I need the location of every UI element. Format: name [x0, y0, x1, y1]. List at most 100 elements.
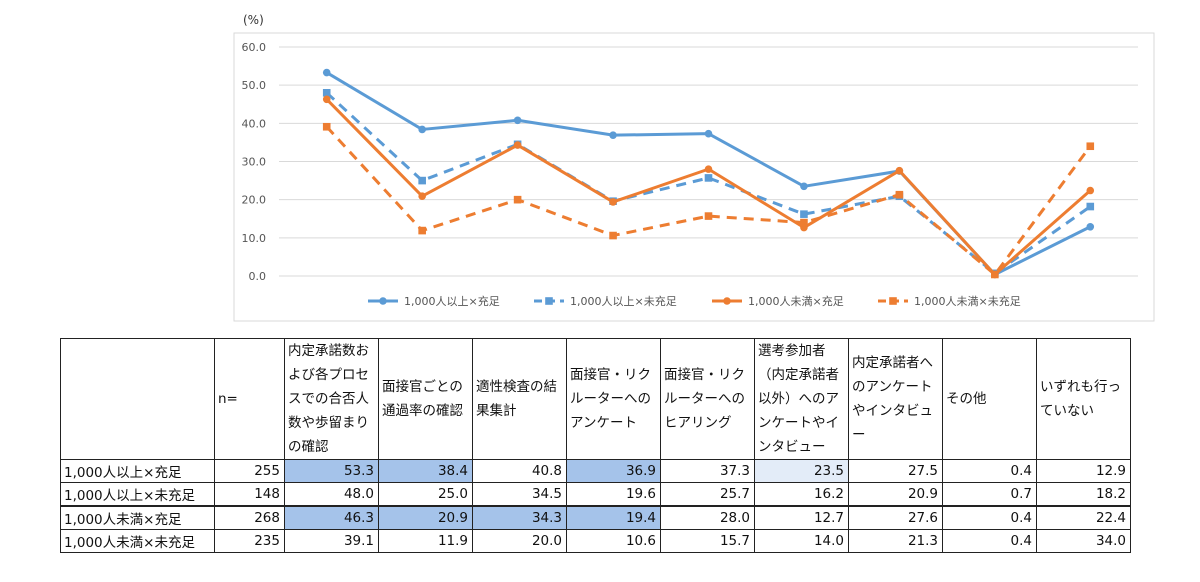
table-value-cell: 46.3: [284, 505, 379, 530]
table-value-cell: 15.7: [660, 529, 755, 553]
table-header-cell: n=: [214, 338, 285, 460]
table-value-cell: 25.0: [378, 482, 473, 507]
table-value-cell: 48.0: [284, 482, 379, 507]
table-value-cell: 23.5: [754, 459, 849, 483]
series-layer: [322, 68, 1095, 279]
table-value-cell: 0.7: [942, 482, 1037, 507]
legend-label: 1,000人未満×未充足: [914, 294, 1021, 308]
table-row: 1,000人以上×充足 255 53.3 38.4 40.8 36.9 37.3 23.5 27…: [60, 459, 1131, 483]
legend-item: 1,000人未満×充足: [712, 294, 844, 308]
table-body: n= 内定承諾数および各プロセスでの合否人数や歩留まりの確認 面接官ごとの通過率の確…: [60, 338, 1131, 553]
table-header-cell: 適性検査の結果集計: [472, 338, 567, 460]
legend-label: 1,000人以上×未充足: [570, 294, 677, 308]
plot-area-border: [233, 32, 1155, 322]
table-value-cell: 11.9: [378, 529, 473, 553]
data-point: [704, 174, 713, 182]
table-value-cell: 21.3: [848, 529, 943, 553]
y-tick-label: 20.0: [242, 194, 267, 207]
table-row-label: 1,000人未満×充足: [60, 505, 215, 530]
data-point: [1086, 222, 1095, 231]
table-value-cell: 19.4: [566, 505, 661, 530]
data-point: [513, 116, 522, 125]
data-point: [322, 89, 331, 97]
table-value-cell: 53.3: [284, 459, 379, 483]
data-point: [704, 165, 713, 173]
table-header-cell: 内定承諾数および各プロセスでの合否人数や歩留まりの確認: [284, 338, 379, 460]
table-value-cell: 19.6: [566, 482, 661, 507]
table-n-cell: 148: [214, 482, 285, 507]
table-row-label: 1,000人以上×未充足: [60, 482, 215, 507]
table-row-label: 1,000人未満×未充足: [60, 529, 215, 553]
table-value-cell: 37.3: [660, 459, 755, 483]
legend-marker: [379, 297, 387, 305]
table-value-cell: 0.4: [942, 529, 1037, 553]
table-value-cell: 34.3: [472, 505, 567, 530]
data-point: [609, 198, 617, 206]
legend-marker: [889, 297, 897, 305]
data-point: [800, 218, 808, 227]
legend-marker: [723, 297, 731, 305]
data-point: [800, 210, 808, 218]
table-value-cell: 20.9: [378, 505, 473, 530]
line-chart: (%) 0.0 10.0 20.0 30.0 40.0 50.0 60.0 1,000人以上…: [233, 13, 1155, 322]
table-value-cell: 18.2: [1036, 482, 1131, 507]
data-point: [418, 226, 426, 235]
table-value-cell: 16.2: [754, 482, 849, 507]
table-value-cell: 14.0: [754, 529, 849, 553]
table-header-cell: その他: [942, 338, 1037, 460]
line-chart-svg: (%) 0.0 10.0 20.0 30.0 40.0 50.0 60.0 1,000人以上…: [233, 13, 1155, 322]
data-point: [895, 190, 904, 199]
table-header-cell: 内定承諾者へのアンケートやインタビュー: [848, 338, 943, 460]
data-point: [322, 95, 331, 104]
table-value-cell: 38.4: [378, 459, 473, 483]
table-row: 1,000人未満×未充足 235 39.1 11.9 20.0 10.6 15.7 14.0 2…: [60, 529, 1131, 553]
data-table: n= 内定承諾数および各プロセスでの合否人数や歩留まりの確認 面接官ごとの通過率の確…: [60, 338, 1131, 553]
table-value-cell: 34.0: [1036, 529, 1131, 553]
table-value-cell: 0.4: [942, 459, 1037, 483]
series-4: [322, 122, 1095, 279]
data-point: [418, 176, 426, 185]
table-n-cell: 268: [214, 505, 285, 530]
y-tick-label: 0.0: [249, 270, 267, 283]
table-n-cell: 235: [214, 529, 285, 553]
data-point: [704, 212, 713, 220]
y-tick-label: 60.0: [242, 41, 267, 54]
table-value-cell: 28.0: [660, 505, 755, 530]
legend-label: 1,000人以上×充足: [404, 294, 500, 308]
data-point: [418, 192, 426, 201]
table-value-cell: 20.0: [472, 529, 567, 553]
data-point: [513, 141, 522, 149]
table-value-cell: 20.9: [848, 482, 943, 507]
data-point: [800, 182, 808, 191]
table-value-cell: 25.7: [660, 482, 755, 507]
y-unit-label: (%): [243, 13, 264, 27]
table-value-cell: 27.6: [848, 505, 943, 530]
table-header-cell: 面接官・リクルーターへのヒアリング: [660, 338, 755, 460]
data-point: [1086, 142, 1095, 151]
table-value-cell: 0.4: [942, 505, 1037, 530]
legend-item: 1,000人未満×未充足: [878, 294, 1021, 308]
data-point: [1086, 202, 1095, 211]
table-n-cell: 255: [214, 459, 285, 483]
table-value-cell: 36.9: [566, 459, 661, 483]
table-row: 1,000人未満×充足 268 46.3 20.9 34.3 19.4 28.0 12.7 27…: [60, 505, 1131, 530]
legend-label: 1,000人未満×充足: [748, 294, 844, 308]
data-point: [322, 68, 331, 77]
data-point: [991, 270, 999, 279]
data-point: [418, 125, 426, 134]
data-point: [895, 166, 904, 175]
y-tick-label: 10.0: [242, 232, 267, 245]
table-value-cell: 27.5: [848, 459, 943, 483]
data-point: [704, 129, 713, 138]
y-tick-labels: 0.0 10.0 20.0 30.0 40.0 50.0 60.0: [242, 41, 267, 283]
table-header-cell: 面接官ごとの通過率の確認: [378, 338, 473, 460]
y-tick-label: 50.0: [242, 79, 267, 92]
table-value-cell: 40.8: [472, 459, 567, 483]
data-point: [1086, 186, 1095, 195]
table-header-cell: いずれも行っていない: [1036, 338, 1131, 460]
data-point: [609, 131, 617, 139]
y-tick-label: 30.0: [242, 156, 267, 169]
table-row-label: 1,000人以上×充足: [60, 459, 215, 483]
series-3: [322, 95, 1095, 279]
data-point: [609, 231, 617, 240]
